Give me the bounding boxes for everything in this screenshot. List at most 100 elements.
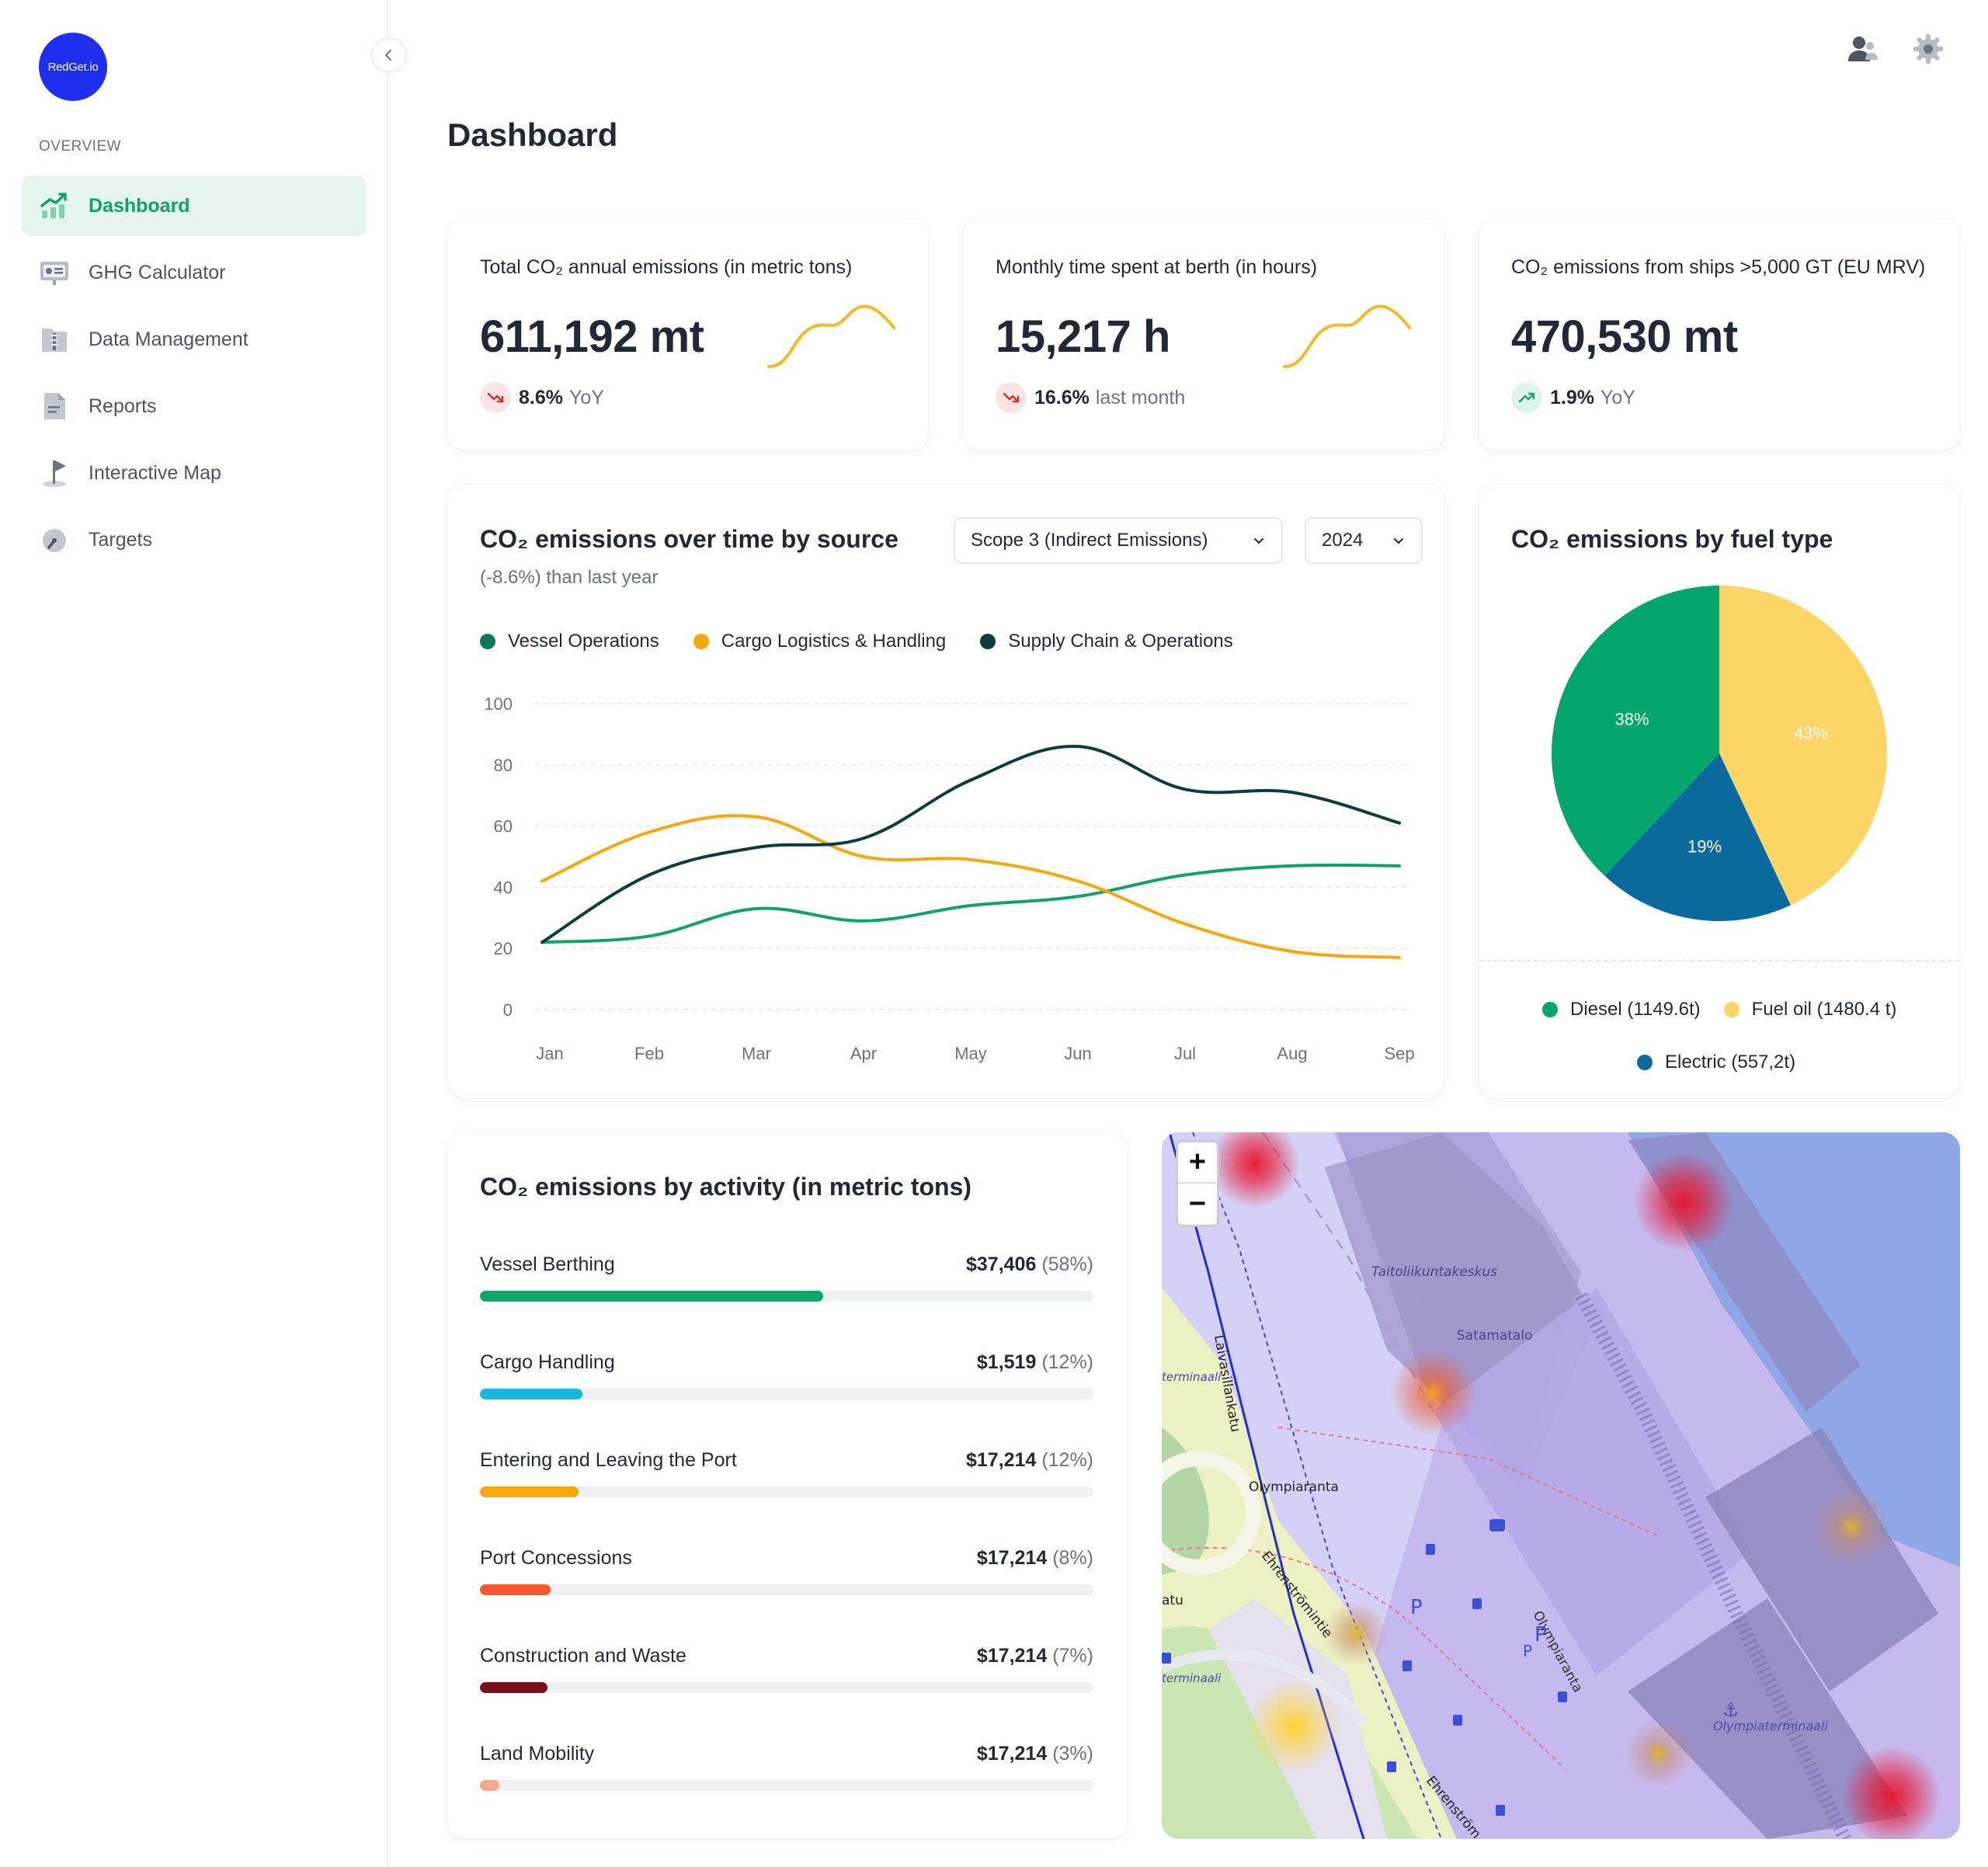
sidebar-item-targets[interactable]: Targets — [22, 509, 367, 570]
progress-fill — [480, 1584, 551, 1595]
activity-label: Land Mobility — [480, 1743, 595, 1764]
legend-swatch — [1637, 1055, 1653, 1070]
legend-item[interactable]: Fuel oil (1480.4 t) — [1723, 999, 1897, 1020]
legend-swatch — [980, 634, 996, 649]
fuel-type-card: CO₂ emissions by fuel type 43% 19% 38% Die… — [1479, 485, 1960, 1098]
chart-title: CO₂ emissions by fuel type — [1511, 525, 1833, 553]
activity-percent: (7%) — [1052, 1645, 1093, 1667]
logo[interactable]: RedGet.io — [39, 33, 107, 101]
folder-icon — [39, 324, 70, 355]
kpi-card-berth-time: Monthly time spent at berth (in hours) 1… — [963, 219, 1444, 450]
scope-select-value: Scope 3 (Indirect Emissions) — [971, 530, 1208, 551]
map-label: Taitoliikuntakeskus — [1371, 1264, 1497, 1280]
activity-amount: $17,214 — [976, 1547, 1048, 1569]
bus-stop-icon — [1453, 1715, 1462, 1726]
user-icon[interactable] — [1844, 31, 1880, 67]
parking-icons: P P P — [1410, 1596, 1547, 1660]
activity-percent: (3%) — [1052, 1743, 1093, 1764]
legend-swatch — [1723, 1002, 1740, 1017]
y-tick-label: 60 — [494, 817, 513, 836]
legend-item[interactable]: Supply Chain & Operations — [980, 631, 1233, 652]
line-chart-legend: Vessel Operations Cargo Logistics & Hand… — [480, 631, 1267, 652]
legend-label: Supply Chain & Operations — [1008, 631, 1233, 652]
sidebar-item-data-management[interactable]: Data Management — [22, 309, 367, 370]
line-chart: 0 20 40 60 80 100 Jan Feb Mar Apr May Jun Jul Aug Sep — [484, 694, 1414, 1063]
legend-item[interactable]: Electric (557,2t) — [1637, 1052, 1795, 1073]
bus-stop-icon — [1558, 1691, 1567, 1702]
legend-label: Diesel (1149.6t) — [1570, 999, 1701, 1020]
progress-fill — [480, 1682, 547, 1693]
collapse-sidebar-button[interactable] — [371, 37, 407, 73]
sidebar-nav: Dashboard GHG Calculator Data Management… — [22, 176, 367, 576]
trend-down-icon — [996, 382, 1027, 413]
legend-item[interactable]: Vessel Operations — [480, 631, 659, 652]
sidebar-item-dashboard[interactable]: Dashboard — [22, 176, 367, 236]
activity-value: $17,214 (3%) — [977, 1743, 1093, 1765]
map-label: terminaali — [1162, 1671, 1222, 1685]
map-label: atu — [1162, 1593, 1183, 1608]
activity-percent: (12%) — [1041, 1351, 1093, 1373]
y-tick-label: 80 — [494, 756, 513, 775]
pie-legend-row-1: Diesel (1149.6t) Fuel oil (1480.4 t) — [1542, 999, 1896, 1020]
legend-swatch — [1542, 1002, 1558, 1017]
bus-stop-icon — [1162, 1653, 1171, 1664]
activity-value: $1,519 (12%) — [977, 1351, 1093, 1374]
activity-amount: $17,214 — [976, 1743, 1048, 1764]
bus-stop-icon — [1496, 1805, 1505, 1816]
map-label: terminaali — [1162, 1370, 1222, 1384]
zoom-out-button[interactable]: − — [1188, 1187, 1207, 1220]
progress-fill — [480, 1486, 579, 1497]
chevron-left-icon — [385, 50, 391, 61]
activity-label: Construction and Waste — [480, 1645, 686, 1667]
x-tick-label: Sep — [1384, 1044, 1414, 1063]
x-tick-label: Apr — [850, 1044, 877, 1063]
map-canvas[interactable]: Taitoliikuntakeskus Satamatalo Laivasill… — [1162, 1132, 1960, 1839]
map-label: Olympiaranta — [1249, 1479, 1339, 1495]
progress-fill — [480, 1780, 500, 1791]
sidebar-item-label: Reports — [89, 395, 157, 417]
emissions-over-time-card: CO₂ emissions over time by source (-8.6%… — [447, 485, 1444, 1098]
zoom-in-button[interactable]: + — [1178, 1142, 1217, 1184]
activity-value: $17,214 (8%) — [977, 1547, 1093, 1570]
pie-slice — [1719, 586, 1887, 906]
sidebar-item-label: Targets — [89, 528, 152, 551]
sparkline — [1283, 304, 1411, 368]
legend-item[interactable]: Diesel (1149.6t) — [1542, 999, 1701, 1020]
kpi-delta: 1.9% YoY — [1511, 382, 1635, 413]
sidebar: RedGet.io OVERVIEW Dashboard GHG Calcula… — [0, 0, 388, 1867]
sidebar-item-interactive-map[interactable]: Interactive Map — [22, 443, 367, 503]
gear-icon[interactable] — [1910, 31, 1946, 67]
interactive-map[interactable]: Taitoliikuntakeskus Satamatalo Laivasill… — [1162, 1132, 1960, 1839]
parking-icon: P — [1410, 1596, 1423, 1619]
sidebar-item-label: Dashboard — [89, 194, 190, 217]
year-select[interactable]: 2024 — [1305, 517, 1423, 564]
sidebar-item-label: Interactive Map — [89, 461, 221, 484]
pie-slice — [1552, 586, 1719, 876]
x-tick-label: Jan — [536, 1044, 563, 1063]
progress-track — [480, 1682, 1093, 1693]
sidebar-item-reports[interactable]: Reports — [22, 376, 367, 436]
sidebar-item-ghg-calculator[interactable]: GHG Calculator — [22, 242, 367, 303]
activity-amount: $17,214 — [965, 1449, 1037, 1471]
kpi-value: 470,530 mt — [1511, 311, 1738, 362]
x-tick-label: Feb — [634, 1044, 664, 1063]
activity-amount: $1,519 — [976, 1351, 1037, 1373]
gauge-icon — [39, 524, 70, 555]
progress-track — [480, 1291, 1093, 1302]
activity-value: $37,406 (58%) — [966, 1253, 1093, 1276]
kpi-card-eu-mrv: CO₂ emissions from ships >5,000 GT (EU M… — [1479, 219, 1960, 450]
legend-label: Fuel oil (1480.4 t) — [1751, 999, 1897, 1020]
activity-card: CO₂ emissions by activity (in metric ton… — [447, 1132, 1128, 1839]
pie-slice-label: 19% — [1687, 836, 1722, 856]
scope-select[interactable]: Scope 3 (Indirect Emissions) — [954, 517, 1283, 564]
kpi-title: Monthly time spent at berth (in hours) — [996, 256, 1318, 278]
legend-swatch — [693, 634, 709, 649]
y-tick-label: 100 — [484, 694, 513, 714]
legend-item[interactable]: Cargo Logistics & Handling — [693, 631, 946, 652]
y-tick-label: 40 — [494, 878, 513, 897]
progress-track — [480, 1389, 1093, 1399]
activity-percent: (12%) — [1041, 1449, 1093, 1471]
sidebar-item-label: Data Management — [89, 328, 248, 350]
progress-fill — [480, 1291, 824, 1302]
calculator-icon — [39, 257, 70, 288]
